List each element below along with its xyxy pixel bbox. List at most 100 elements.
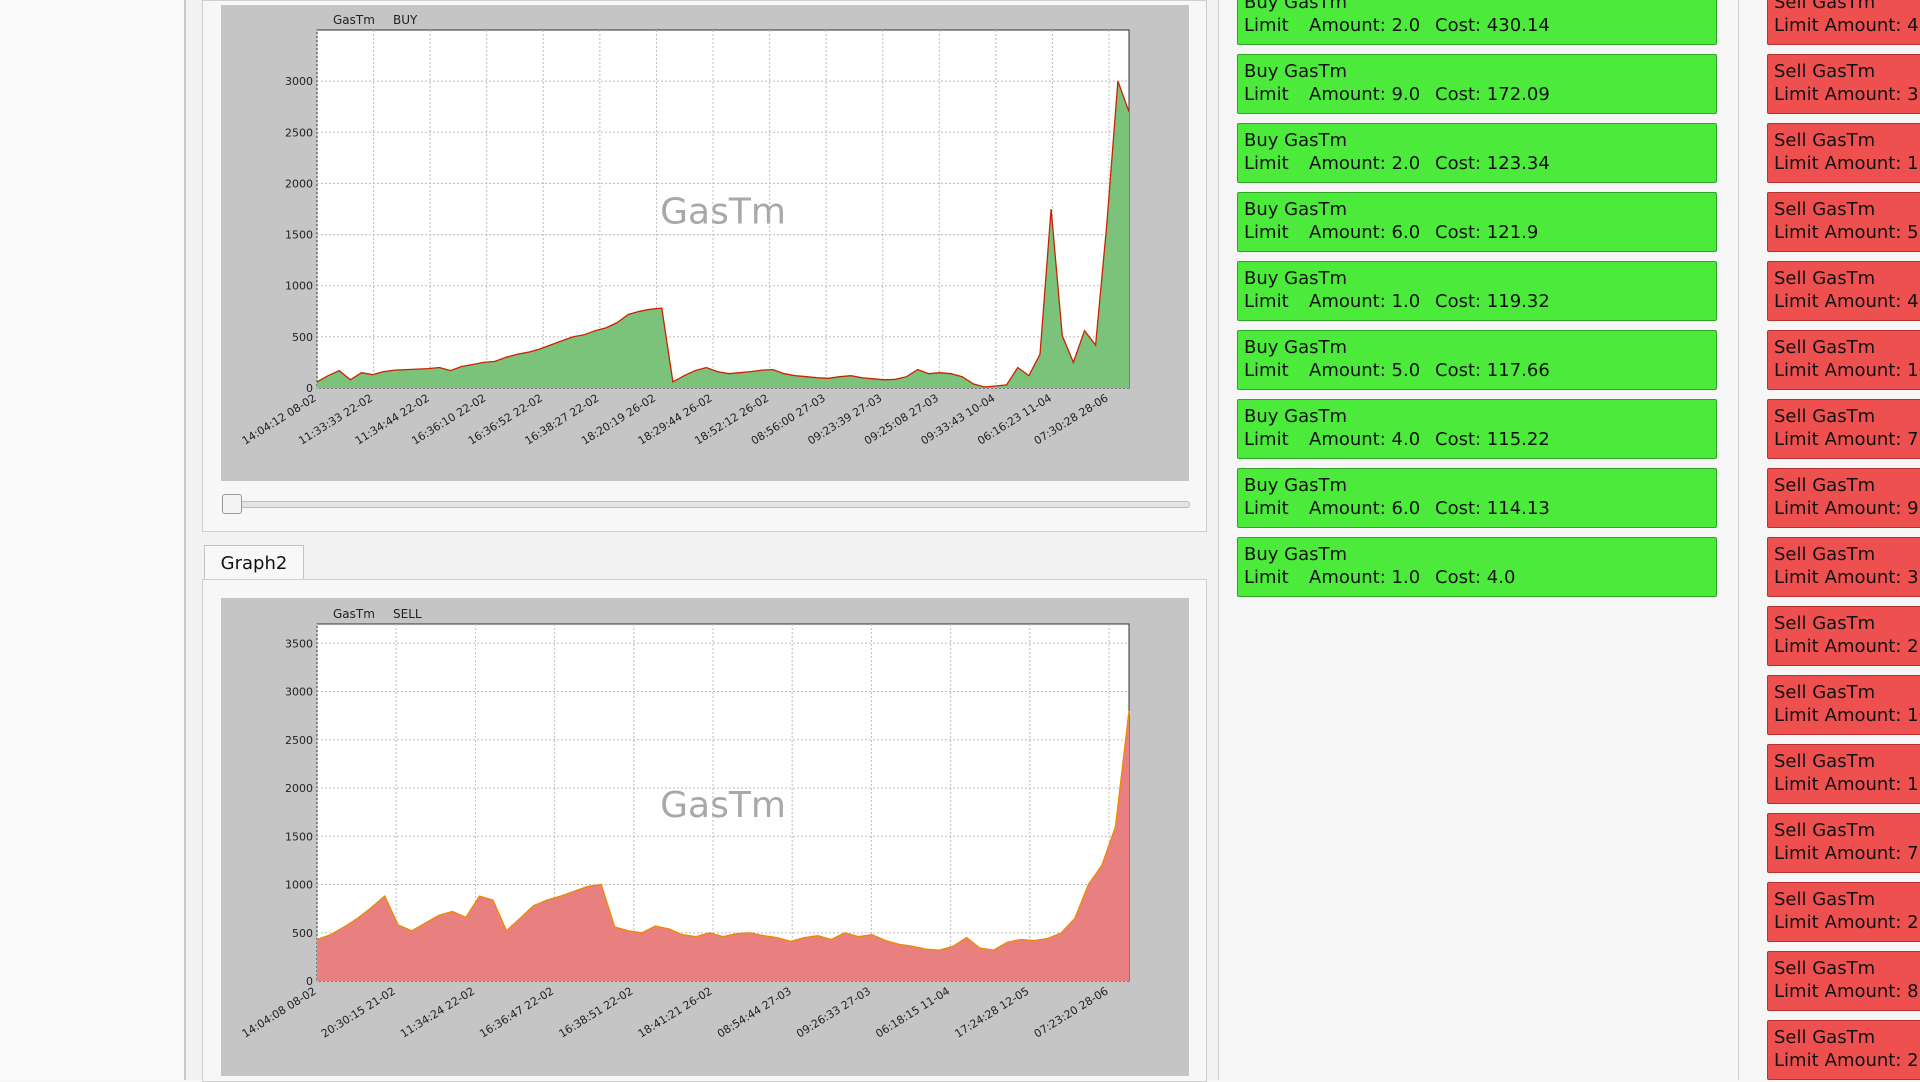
order-cost: Cost: 430.14 bbox=[1435, 15, 1550, 36]
order-type: Limit bbox=[1774, 705, 1819, 726]
buy-order-card[interactable]: Buy GasTm Limit Amount: 2.0 Cost: 123.34 bbox=[1237, 123, 1717, 183]
order-type: Limit bbox=[1244, 567, 1289, 588]
order-amount: Amount: 4.0 bbox=[1824, 291, 1920, 312]
order-type: Limit bbox=[1774, 360, 1819, 381]
buy-order-card[interactable]: Buy GasTm Limit Amount: 9.0 Cost: 172.09 bbox=[1237, 54, 1717, 114]
order-amount: Amount: 2.0 bbox=[1824, 636, 1920, 657]
order-title: Buy GasTm bbox=[1244, 199, 1348, 220]
chart-title-symbol: GasTm bbox=[333, 13, 375, 27]
order-title: Sell GasTm bbox=[1774, 682, 1876, 703]
panel-divider bbox=[1218, 0, 1219, 1080]
y-tick-label: 2000 bbox=[285, 177, 313, 190]
order-amount: Amount: 1.0 bbox=[1309, 291, 1421, 312]
order-type: Limit bbox=[1774, 84, 1819, 105]
y-tick-label: 3000 bbox=[285, 75, 313, 88]
order-details: Limit Amount: 1.0 Cost: 119.32 bbox=[1244, 290, 1550, 313]
order-type: Limit bbox=[1244, 153, 1289, 174]
series-area bbox=[317, 81, 1129, 388]
order-cost: Cost: 172.09 bbox=[1435, 84, 1550, 105]
order-title: Sell GasTm bbox=[1774, 751, 1876, 772]
order-amount: Amount: 8.0 bbox=[1824, 981, 1920, 1002]
order-title: Sell GasTm bbox=[1774, 820, 1876, 841]
order-title: Sell GasTm bbox=[1774, 406, 1876, 427]
order-title: Buy GasTm bbox=[1244, 268, 1348, 289]
x-tick-label: 18:41:21 26-02 bbox=[636, 985, 715, 1041]
y-tick-label: 2500 bbox=[285, 734, 313, 747]
order-cost: Cost: 117.66 bbox=[1435, 360, 1550, 381]
order-type: Limit bbox=[1774, 1050, 1819, 1071]
order-cost: Cost: 119.32 bbox=[1435, 291, 1550, 312]
y-tick-label: 3500 bbox=[285, 637, 313, 650]
sell-order-card[interactable]: Sell GasTm Limit Amount: 10 bbox=[1767, 330, 1920, 390]
series-line bbox=[316, 710, 1130, 951]
order-amount: Amount: 2.0 bbox=[1309, 153, 1421, 174]
x-tick-label: 16:38:51 22-02 bbox=[557, 985, 636, 1041]
order-title: Sell GasTm bbox=[1774, 130, 1876, 151]
buy-order-card[interactable]: Buy GasTm Limit Amount: 1.0 Cost: 4.0 bbox=[1237, 537, 1717, 597]
order-title: Sell GasTm bbox=[1774, 268, 1876, 289]
order-amount: Amount: 1.0 bbox=[1824, 774, 1920, 795]
order-amount: Amount: 1.0 bbox=[1824, 153, 1920, 174]
order-amount: Amount: 3.0 bbox=[1824, 84, 1920, 105]
order-title: Sell GasTm bbox=[1774, 1027, 1876, 1048]
order-cost: Cost: 114.13 bbox=[1435, 498, 1550, 519]
buy-order-card[interactable]: Buy GasTm Limit Amount: 5.0 Cost: 117.66 bbox=[1237, 330, 1717, 390]
buy-order-card[interactable]: Buy GasTm Limit Amount: 1.0 Cost: 119.32 bbox=[1237, 261, 1717, 321]
order-amount: Amount: 5.0 bbox=[1309, 360, 1421, 381]
tab-graph2[interactable]: Graph2 bbox=[204, 545, 304, 580]
order-details: Limit Amount: 10 bbox=[1774, 359, 1920, 382]
buy-order-card[interactable]: Buy GasTm Limit Amount: 6.0 Cost: 114.13 bbox=[1237, 468, 1717, 528]
y-tick-label: 3000 bbox=[285, 686, 313, 699]
order-type: Limit bbox=[1244, 222, 1289, 243]
order-type: Limit bbox=[1774, 774, 1819, 795]
time-slider-handle[interactable] bbox=[222, 494, 242, 514]
order-type: Limit bbox=[1774, 153, 1819, 174]
x-tick-label: 17:24:28 12-05 bbox=[953, 985, 1032, 1041]
order-cost: Cost: 4.0 bbox=[1435, 567, 1516, 588]
order-amount: Amount: 9.0 bbox=[1824, 498, 1920, 519]
buy-order-card[interactable]: Buy GasTm Limit Amount: 6.0 Cost: 121.9 bbox=[1237, 192, 1717, 252]
sell-order-card[interactable]: Sell GasTm Limit Amount: 10 bbox=[1767, 675, 1920, 735]
x-tick-label: 14:04:08 08-02 bbox=[240, 985, 319, 1041]
order-title: Sell GasTm bbox=[1774, 613, 1876, 634]
order-amount: Amount: 6.0 bbox=[1309, 498, 1421, 519]
order-type: Limit bbox=[1244, 84, 1289, 105]
order-amount: Amount: 2.0 bbox=[1824, 912, 1920, 933]
order-amount: Amount: 7.0 bbox=[1824, 843, 1920, 864]
order-details: Limit Amount: 2.0 Cost: 123.34 bbox=[1244, 152, 1550, 175]
order-type: Limit bbox=[1244, 498, 1289, 519]
y-tick-label: 2000 bbox=[285, 782, 313, 795]
order-type: Limit bbox=[1774, 429, 1819, 450]
buy-order-card[interactable]: Buy GasTm Limit Amount: 4.0 Cost: 115.22 bbox=[1237, 399, 1717, 459]
order-type: Limit bbox=[1774, 981, 1819, 1002]
chart-title-symbol: GasTm bbox=[333, 607, 375, 621]
order-amount: Amount: 2.0 bbox=[1309, 15, 1421, 36]
order-title: Sell GasTm bbox=[1774, 199, 1876, 220]
order-details: Limit Amount: 2.0 Cost: 430.14 bbox=[1244, 14, 1550, 37]
buy-order-card[interactable]: Buy GasTm Limit Amount: 2.0 Cost: 430.14 bbox=[1237, 0, 1717, 45]
x-tick-label: 11:34:24 22-02 bbox=[398, 985, 477, 1041]
order-title: Sell GasTm bbox=[1774, 475, 1876, 496]
chart-watermark: GasTm bbox=[660, 191, 786, 232]
order-type: Limit bbox=[1774, 498, 1819, 519]
